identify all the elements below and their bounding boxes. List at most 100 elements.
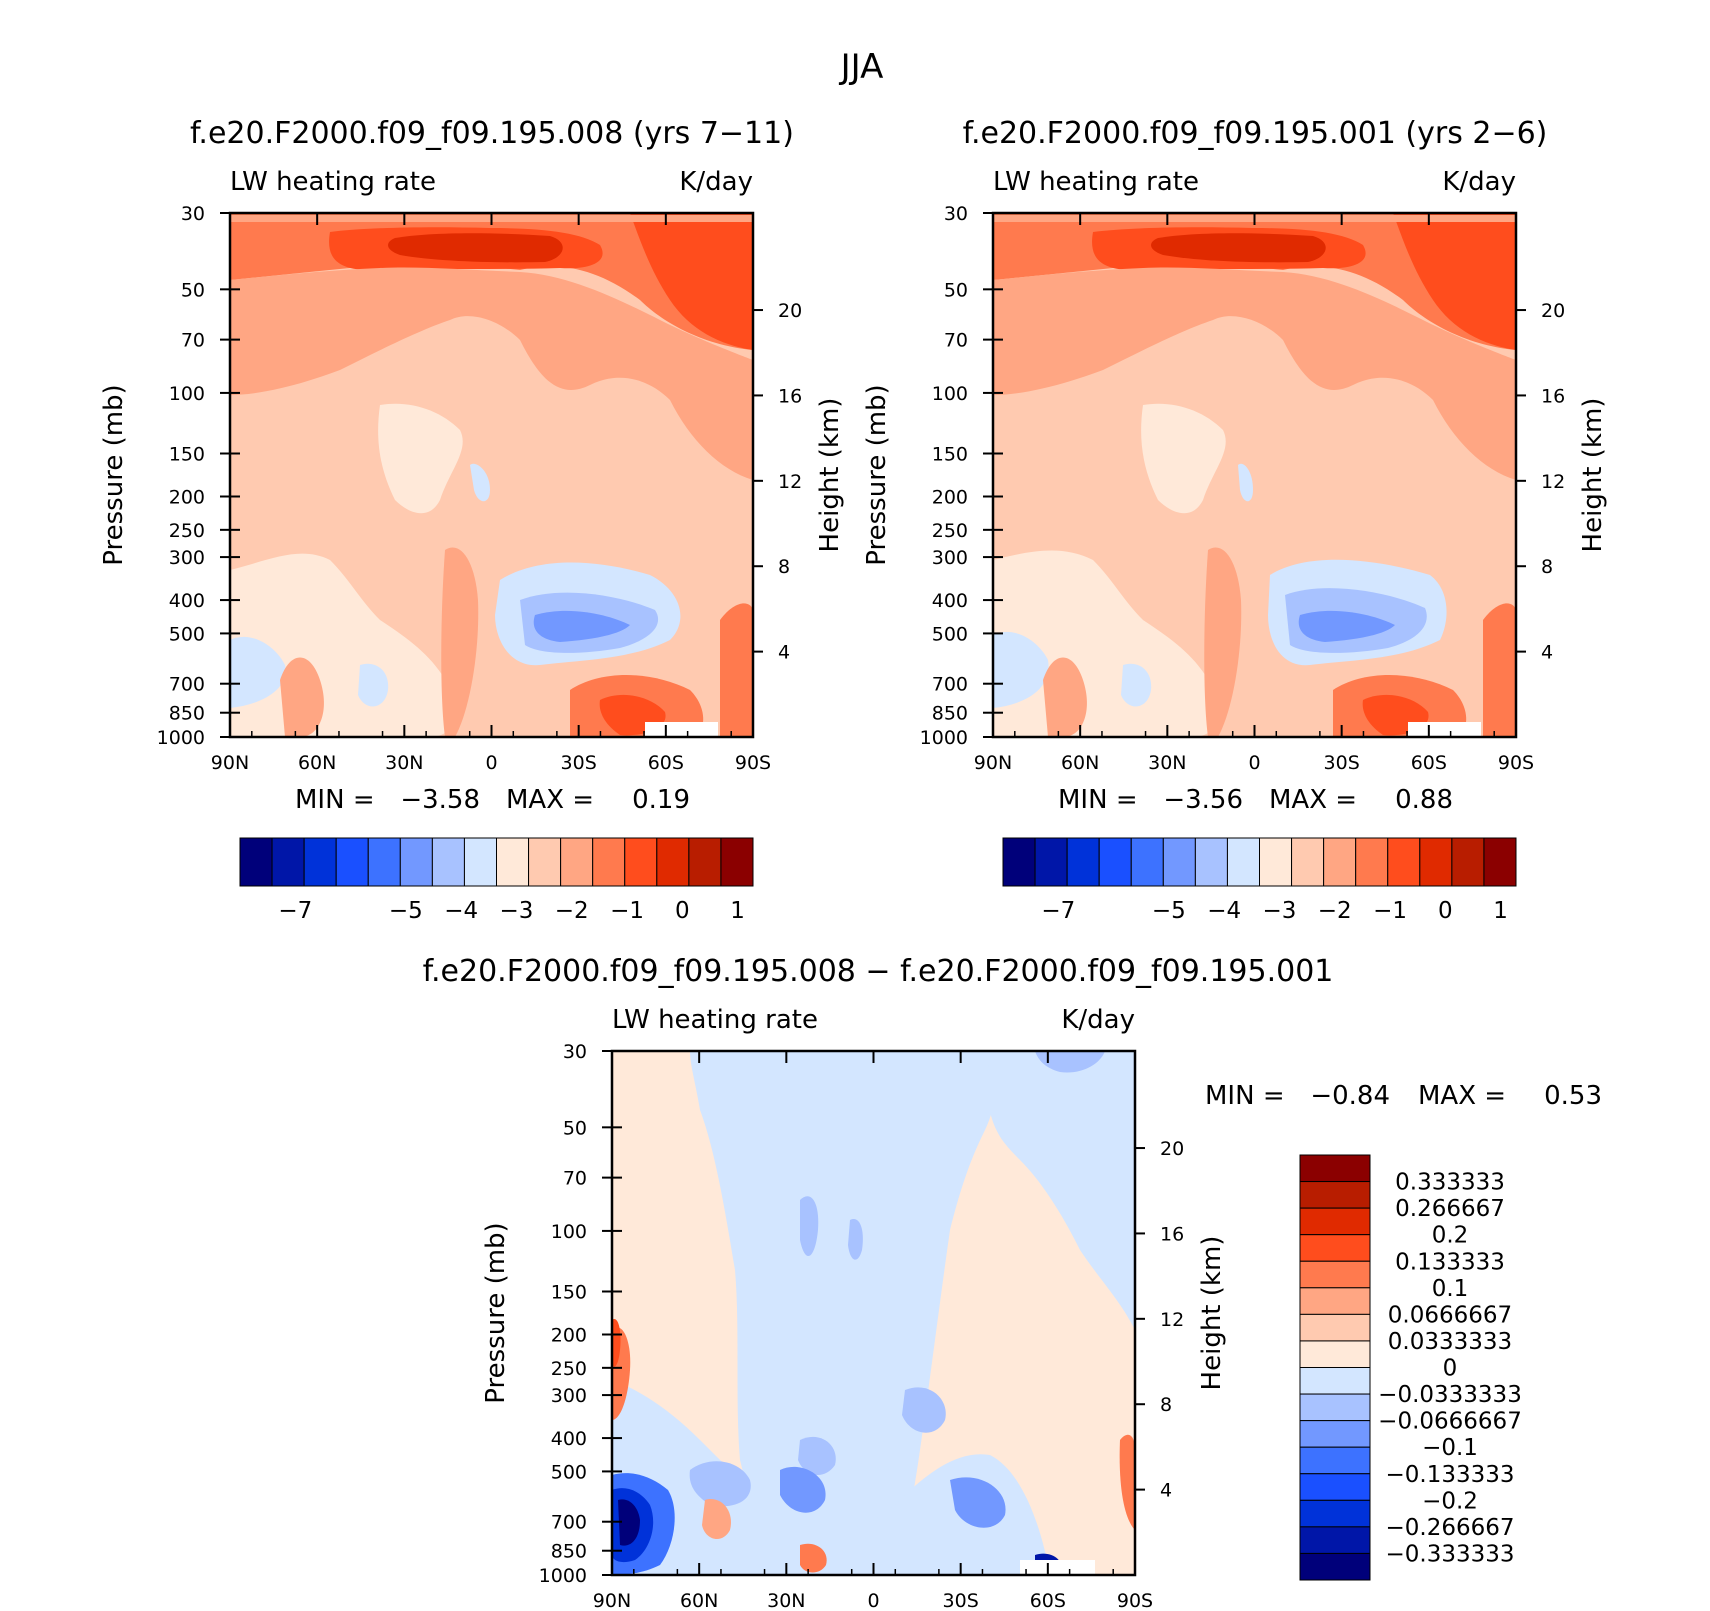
y2-axis-title: Height (km) — [1578, 398, 1608, 553]
y-tick-label: 850 — [169, 703, 205, 725]
min-value: −3.58 — [400, 785, 480, 815]
colorbar-swatch — [592, 837, 626, 887]
colorbar-label: 0.266667 — [1395, 1196, 1505, 1222]
contour-fill — [987, 1051, 1135, 1330]
max-label: MAX = — [1418, 1081, 1506, 1111]
colorbar-label: 1 — [1493, 898, 1508, 924]
x-tick-label: 90N — [593, 1590, 631, 1611]
colorbar-label: −5 — [389, 898, 423, 924]
colorbar-swatch — [1299, 1340, 1371, 1368]
y-tick-label: 400 — [169, 590, 205, 612]
colorbar-label: 0.0666667 — [1388, 1302, 1512, 1328]
colorbar-swatch — [335, 837, 369, 887]
contour-fill — [690, 1051, 996, 1575]
x-tick-label: 30N — [767, 1590, 805, 1611]
axes: 90N 60N 30N 0 30S 60S 90S 30 50 70 100 150 200 250 300… — [99, 203, 845, 774]
y2-tick-label: 16 — [778, 385, 802, 407]
contour-fill — [358, 663, 389, 707]
colorbar-swatch — [399, 837, 433, 887]
contour-fill — [800, 1196, 819, 1257]
y-tick-label: 30 — [563, 1041, 587, 1063]
y-tick-label: 150 — [932, 444, 968, 466]
contour-field — [993, 213, 1516, 737]
colorbar: −7 −5 −4 −3 −2 −1 0 1 — [239, 837, 754, 924]
contour-fill — [702, 1499, 731, 1540]
max-label: MAX = — [506, 785, 594, 815]
colorbar-swatch — [1483, 837, 1517, 887]
y-tick-label: 1000 — [157, 727, 205, 749]
x-tick-label: 90N — [974, 752, 1012, 774]
colorbar-label: −0.0666667 — [1378, 1409, 1522, 1435]
axes: 90N 60N 30N 0 30S 60S 90S 30 50 70 100 150 200 250 300… — [481, 1041, 1227, 1611]
y-tick-label: 300 — [551, 1385, 587, 1407]
colorbar-label: −4 — [444, 898, 478, 924]
axes: 90N 60N 30N 0 30S 60S 90S 30 50 70 100 150 200 250 300… — [862, 203, 1608, 774]
colorbar-label: −2 — [555, 898, 589, 924]
colorbar-swatch — [1299, 1313, 1371, 1342]
contour-fill — [618, 1499, 640, 1546]
x-tick-label: 60N — [1061, 752, 1099, 774]
colorbar-swatch — [1299, 1154, 1371, 1183]
y2-tick-label: 4 — [1541, 642, 1553, 664]
colorbar-swatch — [1299, 1526, 1371, 1554]
colorbar-swatch — [1299, 1393, 1371, 1422]
y-tick-label: 30 — [944, 203, 968, 225]
y-tick-label: 1000 — [539, 1565, 587, 1587]
contour-fill — [230, 636, 286, 708]
colorbar-swatch — [1299, 1181, 1371, 1209]
colorbar-swatch — [1387, 837, 1421, 887]
colorbar-label: 0.1 — [1432, 1276, 1469, 1302]
colorbar-label: −1 — [610, 898, 644, 924]
colorbar-swatch — [1299, 1499, 1371, 1528]
colorbar-label: −0.1 — [1422, 1435, 1478, 1461]
colorbar-swatch — [1299, 1287, 1371, 1315]
contour-field — [612, 1051, 1135, 1575]
colorbar-swatch — [1299, 1552, 1371, 1581]
figure-title: JJA — [839, 47, 884, 87]
y2-tick-label: 16 — [1541, 385, 1565, 407]
contour-fill — [1151, 233, 1326, 263]
y-tick-label: 500 — [932, 623, 968, 645]
x-tick-label: 30S — [943, 1590, 979, 1611]
colorbar-swatch — [1162, 837, 1196, 887]
colorbar-swatch — [239, 837, 273, 887]
x-tick-label: 60S — [1411, 752, 1447, 774]
y-tick-label: 200 — [932, 486, 968, 508]
x-tick-label: 90S — [1117, 1590, 1153, 1611]
contour-fill — [798, 1436, 836, 1476]
contour-fill — [993, 631, 1049, 708]
colorbar-label: 0.2 — [1432, 1223, 1469, 1249]
missing-data — [1408, 722, 1481, 737]
panel-difference: f.e20.F2000.f09_f09.195.008 − f.e20.F200… — [423, 954, 1602, 1611]
y-tick-label: 50 — [563, 1117, 587, 1139]
x-tick-label: 60S — [1030, 1590, 1066, 1611]
colorbar-label: 0 — [675, 898, 690, 924]
y-axis-title: Pressure (mb) — [862, 384, 892, 565]
colorbar-swatch — [1130, 837, 1164, 887]
contour-fill — [720, 603, 753, 737]
colorbar-swatch — [1355, 837, 1389, 887]
colorbar-swatch — [1299, 1234, 1371, 1262]
colorbar-swatch — [367, 837, 401, 887]
contour-fill — [1119, 1434, 1135, 1530]
contour-fill — [993, 267, 1516, 480]
y-tick-label: 50 — [944, 279, 968, 301]
colorbar-label: −0.266667 — [1385, 1515, 1514, 1541]
y2-tick-label: 12 — [1160, 1309, 1184, 1331]
colorbar-swatch — [463, 837, 497, 887]
colorbar-label: −0.133333 — [1385, 1462, 1514, 1488]
colorbar-swatch — [1259, 837, 1293, 887]
colorbar-swatch — [720, 837, 754, 887]
contour-fill — [1043, 657, 1087, 737]
colorbar-label: −3 — [1262, 898, 1296, 924]
max-label: MAX = — [1269, 785, 1357, 815]
colorbar-swatch — [271, 837, 305, 887]
contour-fill — [950, 1477, 1006, 1528]
colorbar-swatch — [1299, 1446, 1371, 1475]
y-tick-label: 850 — [551, 1541, 587, 1563]
stats: MIN = −0.84 MAX = 0.53 — [1205, 1081, 1602, 1111]
y-tick-label: 30 — [181, 203, 205, 225]
colorbar-swatch — [431, 837, 465, 887]
contour-fill — [1121, 663, 1152, 707]
